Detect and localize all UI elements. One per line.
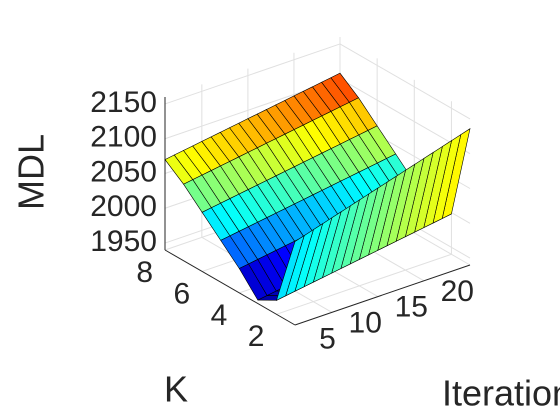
grid-line [339, 43, 471, 120]
y-tick-label: 2 [248, 320, 265, 353]
y-tick-label: 6 [173, 277, 190, 310]
x-tick-label: 15 [395, 291, 428, 324]
z-axis-label: MDL [11, 134, 52, 210]
x-tick-label: 10 [349, 307, 382, 340]
y-tick-label: 8 [136, 256, 153, 289]
y-axis-label: K [164, 369, 188, 410]
surface-patch [275, 234, 305, 301]
y-tick-label: 4 [211, 299, 228, 332]
x-tick-label: 20 [441, 275, 474, 308]
x-tick-label: 5 [319, 322, 336, 355]
axis-line [294, 264, 471, 326]
z-tick-label: 2050 [90, 155, 157, 188]
z-tick-label: 1950 [90, 225, 157, 258]
z-tick-label: 2100 [90, 121, 157, 154]
grid-line [339, 78, 471, 155]
z-tick-label: 2000 [90, 190, 157, 223]
z-tick-label: 2150 [90, 86, 157, 119]
x-axis-label: Iterations [442, 373, 560, 414]
grid-line [164, 43, 341, 105]
axis-line [164, 249, 296, 326]
grid-line [276, 253, 452, 315]
